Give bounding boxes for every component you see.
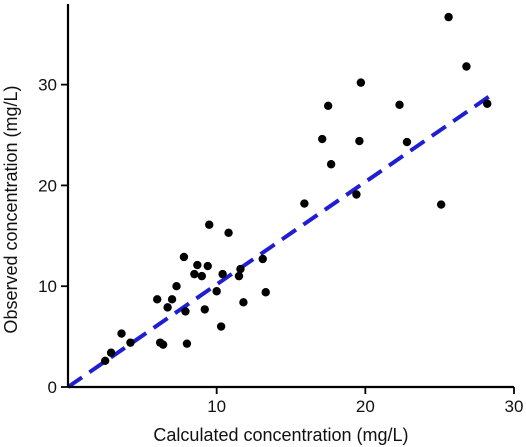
data-point [216, 322, 226, 331]
data-point [163, 303, 172, 312]
x-axis-label: Calculated concentration (mg/L) [153, 425, 408, 445]
x-tick-label: 10 [207, 397, 226, 416]
data-point [318, 134, 327, 144]
fit-line-layer [66, 93, 493, 389]
ticks: 10 20 30 0 10 20 30 [38, 76, 523, 416]
fit-line [66, 93, 493, 389]
y-tick-label: 20 [38, 176, 57, 195]
axes [66, 4, 514, 389]
data-point [323, 101, 333, 110]
data-point [158, 340, 168, 349]
data-point [218, 269, 227, 279]
data-point [100, 356, 110, 365]
data-point [300, 199, 309, 208]
data-point [234, 271, 244, 281]
data-point [182, 339, 192, 348]
data-point [193, 260, 202, 270]
data-point [224, 228, 233, 237]
y-tick-label: 30 [38, 76, 57, 95]
data-point [181, 307, 190, 316]
data-point [444, 12, 453, 22]
data-point [203, 261, 212, 271]
data-point [436, 200, 446, 209]
data-point [205, 220, 214, 229]
data-point [258, 254, 267, 264]
x-tick-label: 20 [356, 397, 375, 416]
data-point [355, 136, 364, 146]
data-point [179, 252, 189, 262]
data-point [190, 269, 199, 279]
data-point [395, 100, 404, 109]
data-points [100, 12, 492, 365]
data-point [239, 298, 248, 307]
data-point [402, 137, 412, 147]
data-point [483, 99, 492, 108]
data-point [117, 329, 126, 338]
data-point [261, 288, 270, 297]
x-tick-label: 30 [505, 397, 524, 416]
y-tick-label: 0 [48, 378, 57, 397]
data-point [106, 348, 116, 357]
data-point [236, 264, 245, 274]
data-point [153, 295, 162, 304]
data-point [212, 287, 221, 296]
data-point [326, 160, 336, 169]
data-point [167, 295, 177, 304]
data-point [200, 305, 209, 314]
y-axis-label: Observed concentration (mg/L) [1, 85, 21, 333]
data-point [462, 62, 471, 71]
data-point [352, 190, 361, 199]
data-point [356, 78, 366, 87]
data-point [172, 282, 181, 291]
data-point [197, 271, 206, 281]
y-tick-label: 10 [38, 277, 57, 296]
data-point [126, 338, 135, 347]
